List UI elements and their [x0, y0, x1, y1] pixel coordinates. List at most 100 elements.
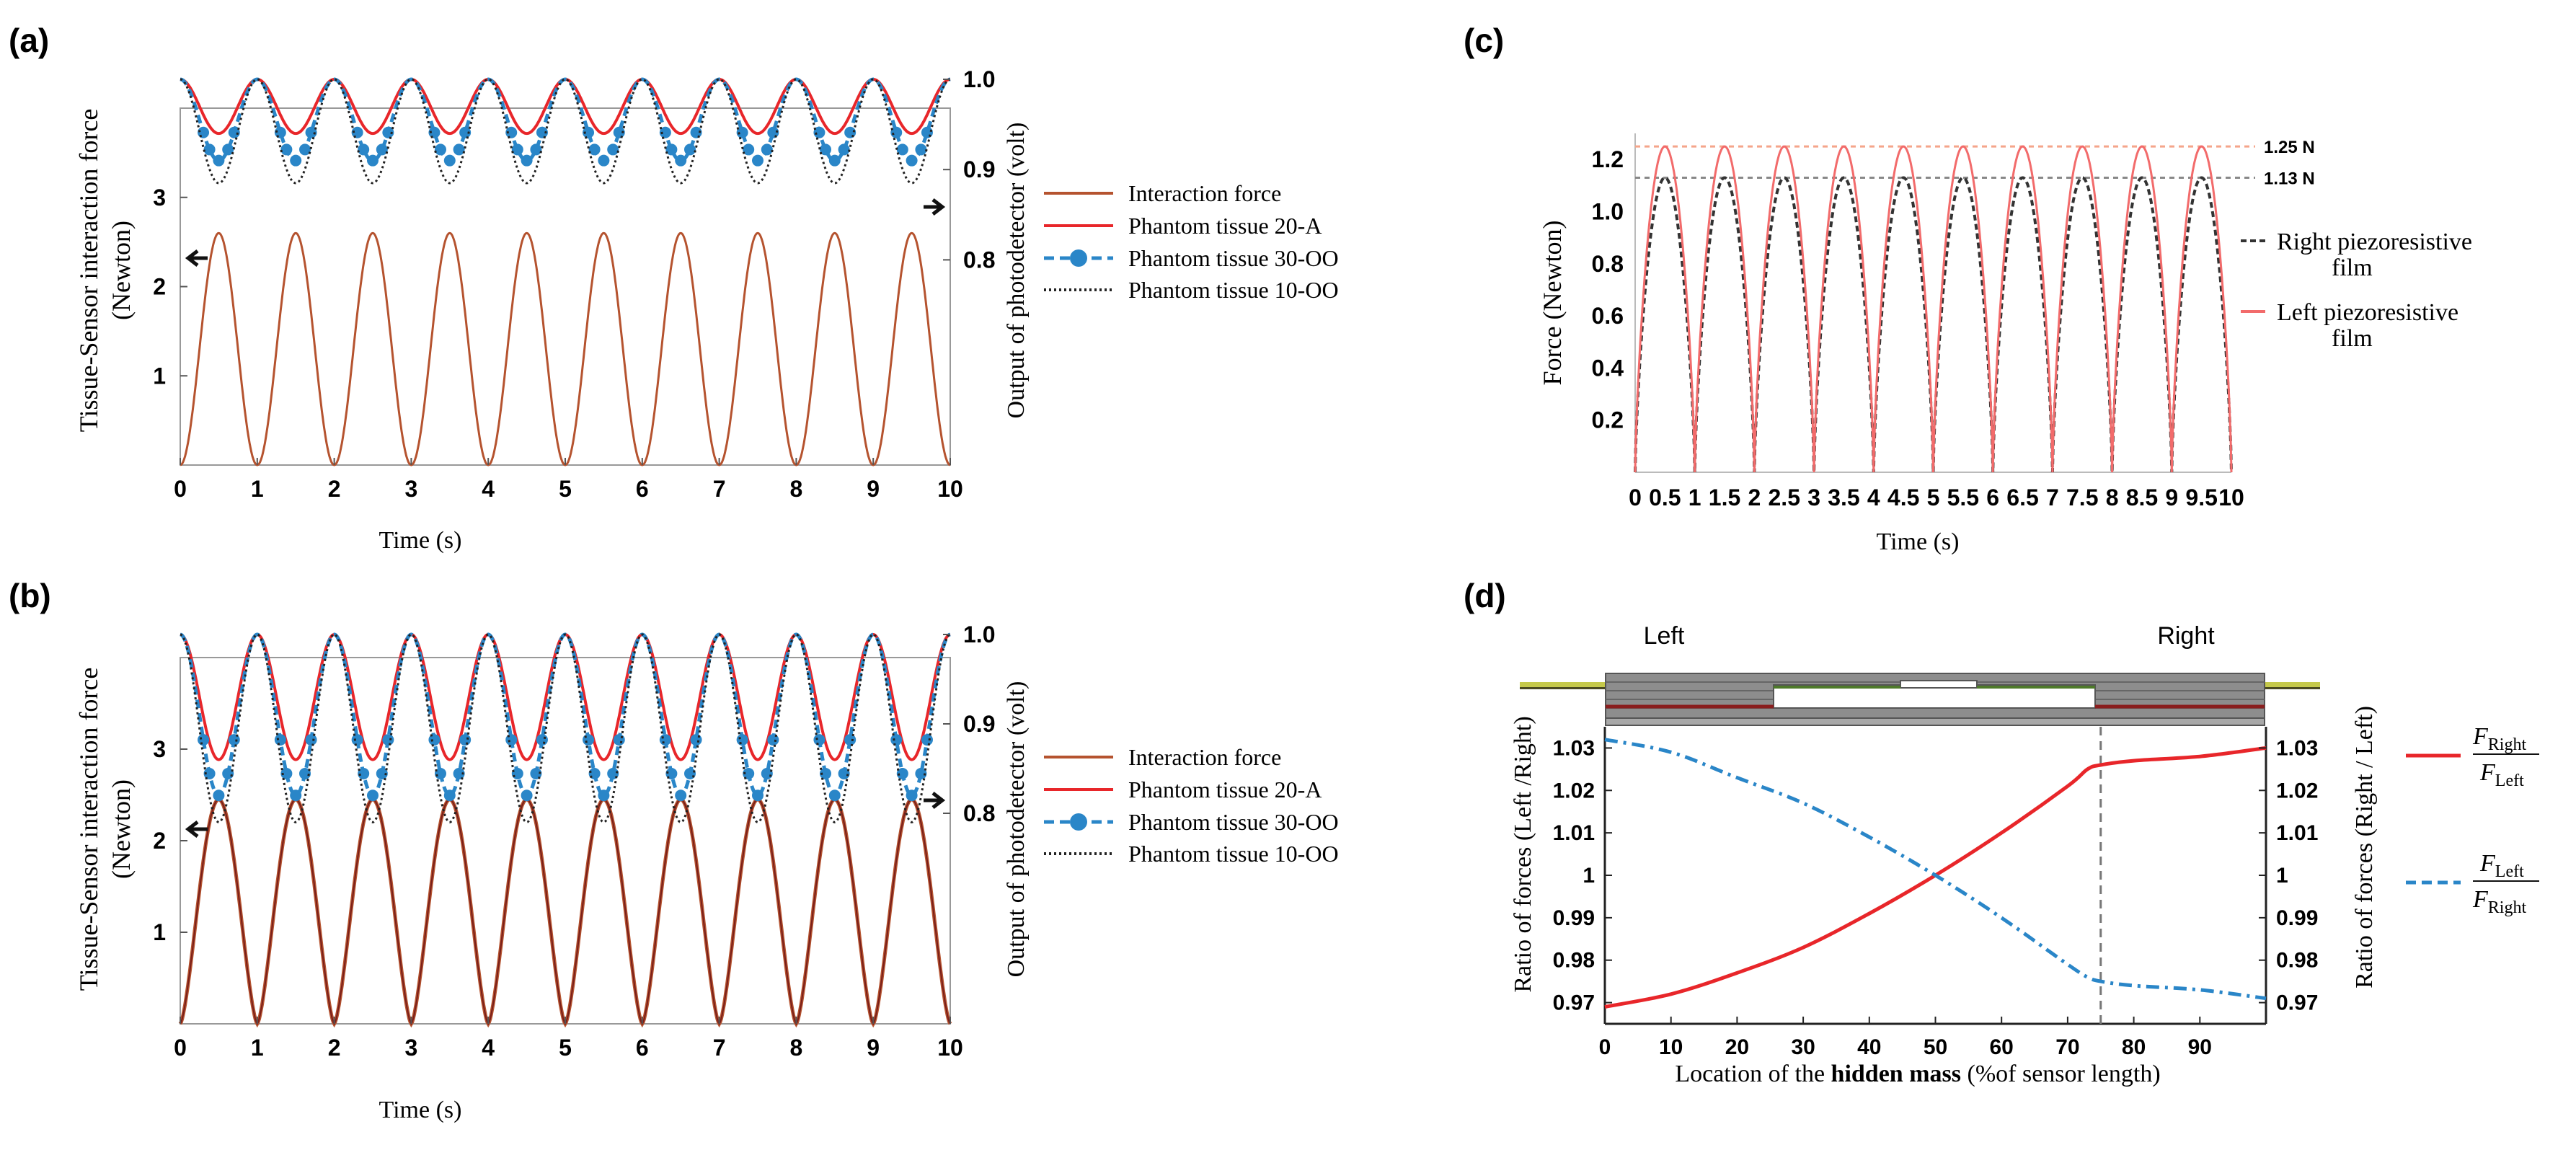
series-marker-30OO — [607, 143, 619, 156]
y2-tick-label: 1.0 — [963, 622, 995, 647]
series-marker-30OO — [222, 143, 234, 156]
panel-c-axes — [1634, 133, 2231, 473]
series-line-interaction-force-inner — [180, 798, 951, 1026]
series-marker-30OO — [459, 734, 472, 746]
panel-d-ticks: 0 10 20 30 40 50 60 70 80 90 0.97 0.98 0.99 1 1.01 1.02… — [1553, 736, 2319, 1059]
x-tick-label: 7.5 — [2066, 485, 2098, 510]
panel-c-chart: 0 0.5 1 1.5 2 2.5 3 3.5 4 4.5 5 5.5 6 6.5 7 7.5 8 8.5 9 9.5… — [1538, 133, 2472, 555]
series-line-phantom-tissue-20-a — [180, 77, 951, 136]
legend-label-line2: film — [2332, 325, 2373, 352]
legend-label: Phantom tissue 20-A — [1128, 213, 1322, 239]
series-marker-30OO — [305, 126, 317, 138]
sensor-schematic: Left Right — [1520, 622, 2320, 726]
series-marker-30OO — [813, 734, 826, 746]
panel-c-legend-item: Left piezoresistive film — [2241, 299, 2458, 352]
series-marker-30OO — [521, 154, 533, 167]
series-line-phantom-tissue-20-a — [180, 632, 951, 761]
y-tick-label: 3 — [153, 736, 166, 762]
x-tick-label: 1.5 — [1709, 485, 1740, 510]
y2-tick-label: 1.03 — [2276, 736, 2318, 760]
series-marker-30OO — [203, 143, 216, 156]
legend-label: Phantom tissue 30-OO — [1128, 245, 1339, 271]
series-marker-30OO — [752, 789, 763, 802]
series-marker-30OO — [819, 143, 831, 156]
panel-d-ylabel: Ratio of forces (Left /Right) — [1510, 716, 1536, 992]
series-marker-30OO — [767, 734, 779, 746]
x-tick-label: 3.5 — [1828, 485, 1859, 510]
series-line-phantom-tissue-10-oo — [180, 633, 951, 823]
series-marker-30OO — [838, 143, 850, 156]
x-tick-label: 3 — [405, 1035, 418, 1061]
series-marker-30OO — [665, 143, 678, 156]
y-tick-label: 1.02 — [1553, 779, 1595, 802]
series-marker-30OO — [351, 734, 363, 746]
series-marker-30OO — [838, 767, 850, 779]
x-tick-label: 0.5 — [1649, 485, 1681, 510]
y2-tick-label: 0.9 — [963, 156, 995, 182]
x-tick-label: 4 — [1867, 485, 1880, 510]
series-marker-30OO — [536, 126, 548, 138]
x-tick-label: 4 — [482, 476, 495, 502]
y-tick-label: 0.6 — [1592, 303, 1624, 329]
x-tick-label: 5.5 — [1947, 485, 1979, 510]
series-line-ratio-left-over-right — [1604, 738, 2267, 1001]
series-marker-30OO — [659, 734, 671, 746]
x-tick-label: 9.5 — [2185, 485, 2217, 510]
x-tick-label: 0 — [1629, 485, 1642, 510]
x-tick-label: 1 — [1688, 485, 1701, 510]
panel-d-series — [1604, 727, 2267, 1024]
series-marker-30OO — [530, 143, 542, 156]
panel-label-c: (c) — [1464, 22, 1504, 59]
series-marker-30OO — [459, 126, 472, 138]
legend-label-line1: Left piezoresistive — [2277, 299, 2458, 326]
series-marker-30OO — [659, 126, 671, 138]
x-tick-label: 0 — [174, 1035, 187, 1061]
panel-b-legend-item: Phantom tissue 20-A — [1044, 777, 1322, 802]
panel-b-series — [178, 632, 952, 1028]
y-tick-label: 2 — [153, 274, 166, 300]
y2-tick-label: 0.8 — [963, 800, 995, 826]
y2-tick-label: 0.99 — [2276, 906, 2318, 930]
panel-b-ticks: 0 1 2 3 4 5 6 7 8 9 10 1 2 3 0.8 0.9 1.0 — [153, 622, 995, 1061]
series-marker-30OO — [274, 734, 286, 746]
x-tick-label: 2 — [1748, 485, 1761, 510]
series-marker-30OO — [915, 767, 927, 779]
series-marker-30OO — [358, 767, 370, 779]
panel-b-legend-item: Phantom tissue 10-OO — [1044, 841, 1339, 867]
panel-c-series — [1634, 145, 2255, 473]
y-tick-label: 0.99 — [1553, 906, 1595, 930]
panel-b-legend-item: Phantom tissue 30-OO — [1044, 809, 1339, 835]
series-marker-30OO — [382, 126, 394, 138]
panel-a-legend-item: Interaction force — [1044, 180, 1281, 206]
series-marker-30OO — [198, 734, 210, 746]
y2-tick-label: 0.8 — [963, 247, 995, 273]
series-marker-30OO — [890, 734, 903, 746]
y-tick-label: 0.98 — [1553, 949, 1595, 973]
series-marker-30OO — [443, 789, 456, 802]
y-tick-label: 0.97 — [1553, 991, 1595, 1015]
series-marker-30OO — [906, 154, 918, 167]
series-marker-30OO — [761, 143, 773, 156]
panel-label-b: (b) — [9, 577, 51, 614]
x-tick-label: 9 — [2165, 485, 2178, 510]
plot-frame — [180, 657, 951, 1025]
y-tick-label: 3 — [153, 185, 166, 211]
series-marker-30OO — [613, 734, 625, 746]
series-marker-30OO — [530, 767, 542, 779]
series-line-interaction-force — [178, 797, 952, 1028]
series-marker-30OO — [890, 126, 903, 138]
series-marker-30OO — [505, 734, 518, 746]
series-marker-30OO — [428, 734, 441, 746]
series-marker-30OO — [588, 143, 601, 156]
series-marker-30OO — [521, 789, 533, 802]
panel-d-legend-item: FLeft FRight — [2406, 850, 2539, 917]
series-line-right-piezoresistive-film — [1634, 176, 2233, 473]
panel-c-legend-item: Right piezoresistive film — [2241, 229, 2472, 281]
series-marker-30OO — [213, 154, 225, 167]
x-tick-label: 2 — [328, 1035, 341, 1061]
sensor-cavity — [1773, 684, 2096, 709]
x-tick-label: 6 — [636, 1035, 649, 1061]
y-tick-label: 1.03 — [1553, 736, 1595, 760]
x-tick-label: 6.5 — [2006, 485, 2038, 510]
x-tick-label: 5 — [559, 476, 572, 502]
